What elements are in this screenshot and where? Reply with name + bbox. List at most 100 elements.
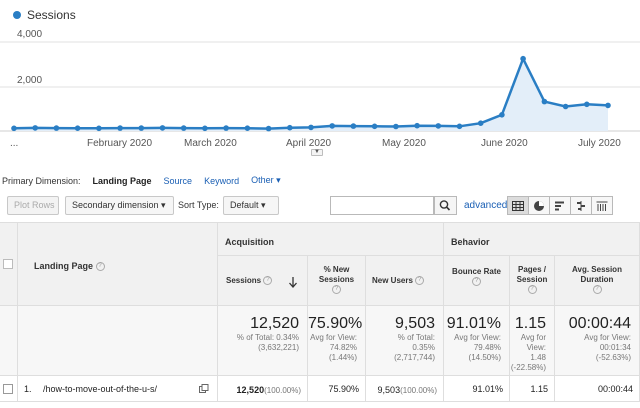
sort-type-label: Sort Type: [178, 200, 219, 210]
data-point[interactable] [244, 125, 251, 131]
sort-descending-icon [289, 277, 297, 288]
data-point[interactable] [541, 98, 548, 105]
dimension-keyword[interactable]: Keyword [204, 175, 240, 186]
data-point[interactable] [223, 125, 229, 131]
data-point[interactable] [265, 125, 272, 132]
x-tick-label: June 2020 [481, 138, 528, 149]
data-point[interactable] [350, 123, 357, 129]
data-point[interactable] [117, 125, 123, 131]
secondary-dimension-dropdown[interactable]: Secondary dimension ▾ [65, 196, 174, 215]
comparison-view-button[interactable] [570, 196, 592, 215]
sessions-column-header[interactable]: Sessions ? [218, 256, 308, 306]
data-point[interactable] [605, 102, 611, 109]
pivot-view-button[interactable] [591, 196, 613, 215]
summary-avg-value: 79.48% [473, 343, 501, 352]
legend-label: Sessions [27, 8, 76, 22]
summary-pct-new-value: 75.90% [308, 315, 363, 332]
summary-avg-delta: (14.50%) [468, 353, 501, 362]
data-point[interactable] [287, 124, 293, 131]
search-button[interactable] [434, 196, 457, 215]
data-point[interactable] [96, 125, 102, 132]
pages-session-column-header[interactable]: Pages / Session ? [510, 256, 555, 306]
dimension-other-dropdown[interactable]: Other ▾ [251, 175, 281, 185]
data-point[interactable] [371, 123, 378, 130]
help-icon[interactable]: ? [527, 285, 537, 295]
data-point[interactable] [520, 55, 526, 62]
search-icon [439, 200, 451, 211]
data-point[interactable] [584, 101, 590, 108]
summary-sessions-total: (3,632,221) [258, 343, 299, 352]
row-pages-session: 1.15 [510, 376, 555, 402]
help-icon[interactable]: ? [415, 276, 425, 286]
summary-avg-label: Avg for [520, 333, 546, 342]
help-icon[interactable]: ? [95, 262, 105, 272]
summary-new-users: 9,503 % of Total: 0.35% (2,717,744) [366, 306, 444, 376]
data-point[interactable] [456, 123, 463, 130]
summary-sessions-value: 12,520 [250, 315, 299, 332]
pct-new-sessions-header-label: % New Sessions [318, 265, 355, 284]
table-search-input[interactable] [330, 196, 434, 215]
select-all-column [0, 222, 18, 306]
new-users-column-header[interactable]: New Users ? [366, 256, 444, 306]
performance-view-button[interactable] [549, 196, 571, 215]
data-point[interactable] [202, 125, 208, 132]
table-controls: Plot Rows Secondary dimension ▾ Sort Typ… [7, 196, 640, 216]
data-point[interactable] [562, 103, 569, 110]
dimension-source[interactable]: Source [163, 175, 193, 186]
data-point[interactable] [74, 125, 81, 131]
sort-type-dropdown[interactable]: Default ▾ [223, 196, 279, 215]
data-point[interactable] [180, 125, 187, 131]
x-tick-label: July 2020 [578, 138, 621, 149]
x-tick-label: ... [10, 138, 18, 149]
data-point[interactable] [499, 112, 505, 118]
row-sessions: 12,520(100.00%) [218, 376, 308, 402]
avg-session-duration-header-label: Avg. Session Duration [572, 265, 622, 284]
data-point[interactable] [53, 125, 60, 131]
row-avg-duration: 00:00:44 [555, 376, 640, 402]
data-point[interactable] [159, 125, 166, 131]
summary-avg-delta: (-22.58%) [510, 363, 546, 372]
summary-duration-value: 00:00:44 [568, 315, 631, 332]
landing-page-header[interactable]: Landing Page ? [18, 222, 218, 306]
x-tick-label: March 2020 [184, 138, 237, 149]
data-point[interactable] [477, 120, 484, 126]
summary-avg-delta: (-52.63%) [595, 353, 631, 362]
row-pct-new-value: 75.90% [328, 384, 359, 394]
data-point[interactable] [414, 122, 420, 129]
help-icon[interactable]: ? [263, 276, 273, 286]
advanced-filter-link[interactable]: advanced [464, 200, 508, 211]
summary-avg-label: Avg for View: [584, 333, 631, 342]
summary-avg-value: 00:01:34 [599, 343, 631, 352]
data-point[interactable] [435, 123, 442, 129]
row-checkbox[interactable] [3, 384, 13, 394]
dimension-landing-page[interactable]: Landing Page [92, 175, 152, 186]
avg-session-duration-column-header[interactable]: Avg. Session Duration ? [555, 256, 640, 306]
bounce-rate-column-header[interactable]: Bounce Rate ? [444, 256, 510, 306]
primary-dimension-bar: Primary Dimension: Landing Page Source K… [2, 175, 281, 186]
new-users-header-label: New Users [372, 276, 413, 285]
help-icon[interactable]: ? [472, 277, 481, 287]
pie-chart-icon [534, 200, 544, 211]
data-point[interactable] [393, 123, 399, 130]
bounce-rate-header-label: Bounce Rate [452, 267, 501, 276]
summary-sessions-pct: % of Total: 0.34% [236, 333, 299, 342]
select-all-checkbox[interactable] [3, 259, 13, 269]
behavior-group-header: Behavior [444, 222, 640, 256]
chart-collapse-handle[interactable]: ▼ [311, 149, 323, 156]
pie-view-button[interactable] [528, 196, 550, 215]
summary-new-users-value: 9,503 [394, 315, 435, 332]
data-point[interactable] [32, 125, 38, 131]
data-point[interactable] [138, 125, 145, 131]
plot-rows-button[interactable]: Plot Rows [7, 196, 59, 215]
data-point[interactable] [11, 125, 17, 132]
help-icon[interactable]: ? [592, 285, 602, 295]
landing-page-link[interactable]: /how-to-move-out-of-the-u-s/ [43, 384, 158, 394]
data-point[interactable] [308, 124, 314, 131]
x-tick-label: April 2020 [286, 138, 331, 149]
table-view-button[interactable] [507, 196, 529, 215]
summary-avg-label: View: [526, 343, 546, 352]
open-page-icon[interactable] [199, 384, 209, 394]
help-icon[interactable]: ? [332, 285, 341, 295]
pct-new-sessions-column-header[interactable]: % New Sessions ? [308, 256, 366, 306]
data-point[interactable] [329, 123, 336, 129]
